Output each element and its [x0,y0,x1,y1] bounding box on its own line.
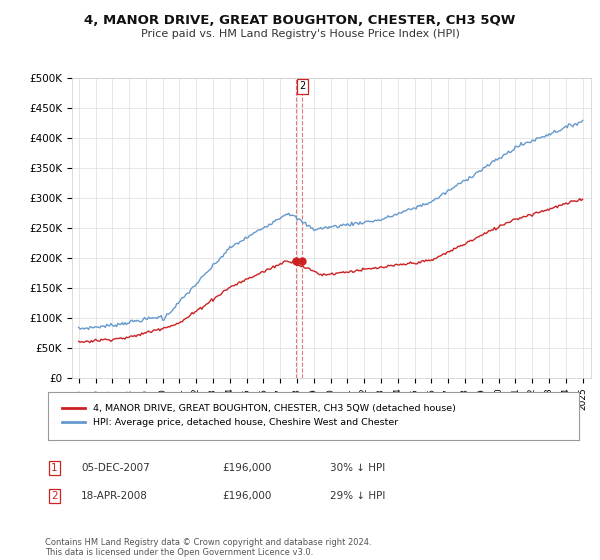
Text: 05-DEC-2007: 05-DEC-2007 [81,463,150,473]
Text: 18-APR-2008: 18-APR-2008 [81,491,148,501]
Text: £196,000: £196,000 [222,491,271,501]
Text: Contains HM Land Registry data © Crown copyright and database right 2024.
This d: Contains HM Land Registry data © Crown c… [45,538,371,557]
Text: 1: 1 [51,463,58,473]
Text: £196,000: £196,000 [222,463,271,473]
Text: Price paid vs. HM Land Registry's House Price Index (HPI): Price paid vs. HM Land Registry's House … [140,29,460,39]
Text: 4, MANOR DRIVE, GREAT BOUGHTON, CHESTER, CH3 5QW: 4, MANOR DRIVE, GREAT BOUGHTON, CHESTER,… [85,14,515,27]
Text: 30% ↓ HPI: 30% ↓ HPI [330,463,385,473]
Legend: 4, MANOR DRIVE, GREAT BOUGHTON, CHESTER, CH3 5QW (detached house), HPI: Average : 4, MANOR DRIVE, GREAT BOUGHTON, CHESTER,… [58,400,460,431]
Text: 2: 2 [51,491,58,501]
Text: 29% ↓ HPI: 29% ↓ HPI [330,491,385,501]
Text: 2: 2 [299,81,305,91]
